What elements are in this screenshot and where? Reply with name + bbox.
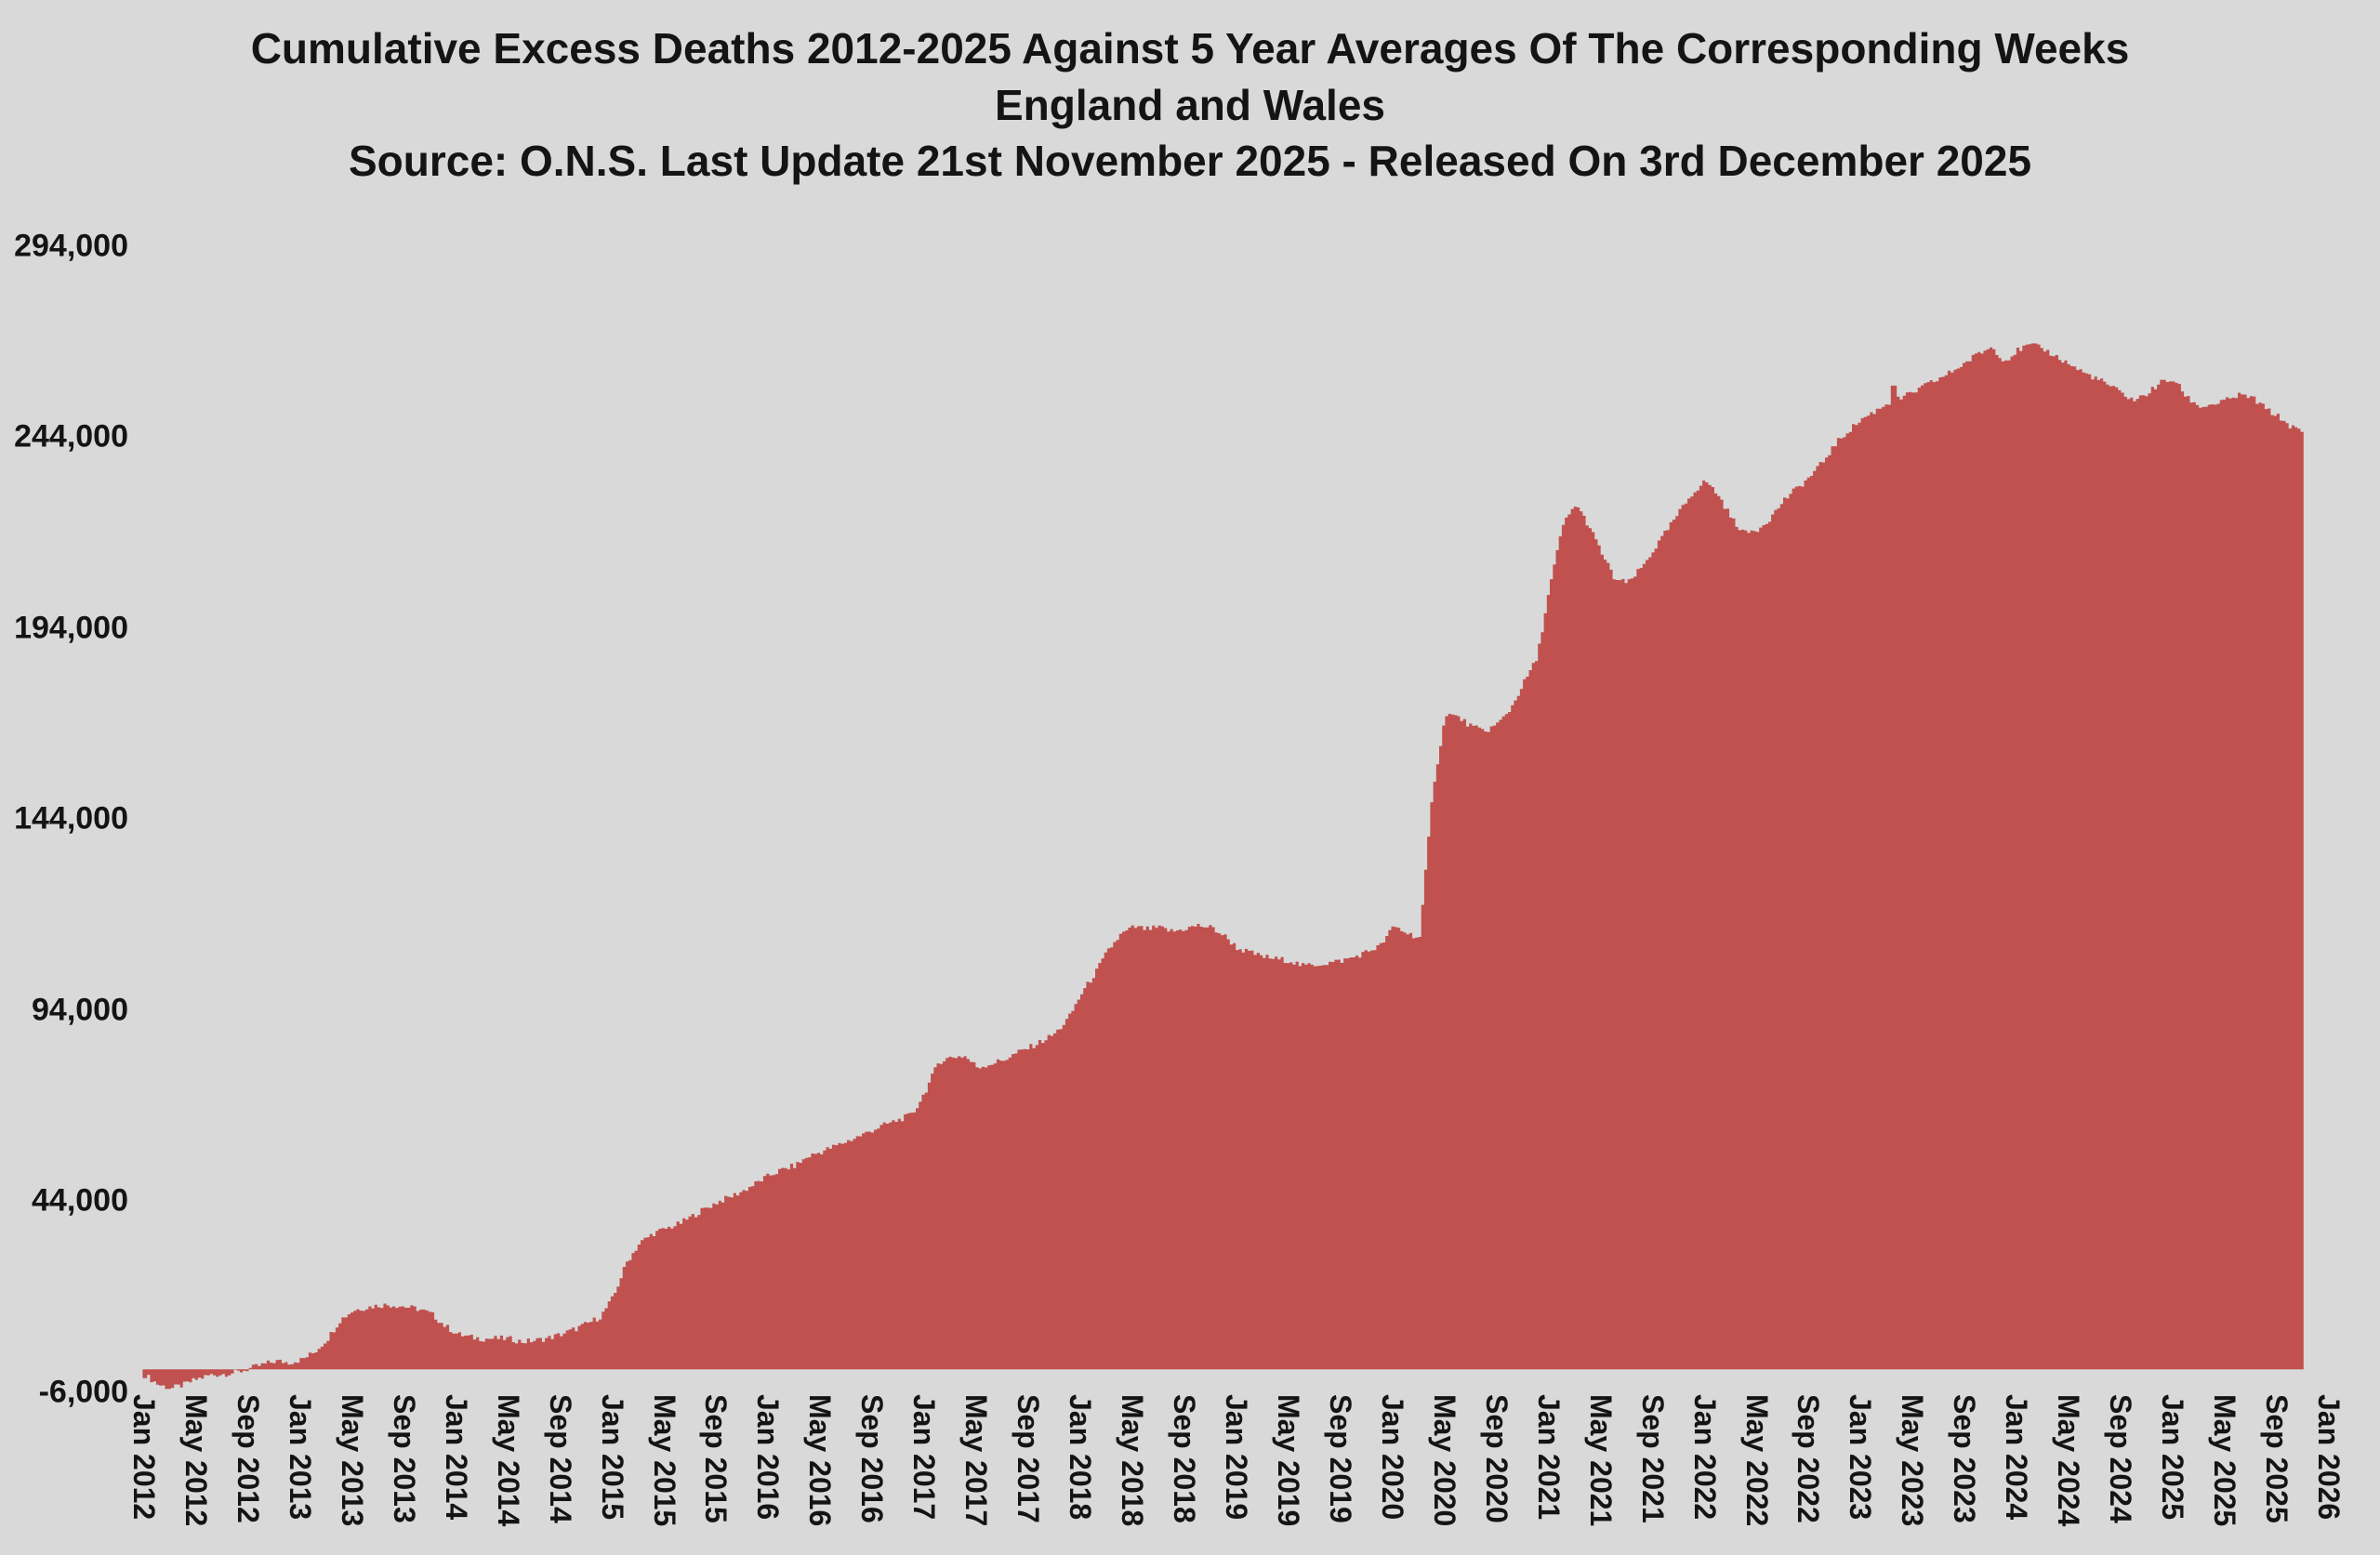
chart-title-block: Cumulative Excess Deaths 2012-2025 Again… (0, 20, 2380, 190)
y-tick-label: 94,000 (32, 992, 128, 1028)
x-tick-label: May 2025 (2208, 1394, 2242, 1527)
x-tick-label: Jan 2015 (595, 1394, 629, 1521)
y-tick-label: 244,000 (14, 418, 128, 455)
x-tick-label: Jan 2023 (1844, 1394, 1878, 1521)
x-tick-label: Jan 2025 (2156, 1394, 2190, 1521)
x-tick-label: Sep 2015 (699, 1394, 734, 1523)
y-tick-label: 194,000 (14, 610, 128, 646)
x-tick-label: Jan 2022 (1687, 1394, 1722, 1521)
x-tick-label: Sep 2021 (1635, 1394, 1670, 1523)
x-tick-label: Sep 2012 (231, 1394, 265, 1523)
x-tick-label: Sep 2017 (1012, 1394, 1046, 1523)
x-tick-label: Jan 2018 (1064, 1394, 1098, 1521)
x-tick-label: Jan 2020 (1375, 1394, 1409, 1521)
x-tick-label: Jan 2014 (439, 1394, 473, 1521)
y-tick-label: 294,000 (14, 228, 128, 264)
x-tick-label: Sep 2014 (543, 1394, 577, 1523)
x-tick-label: Sep 2016 (855, 1394, 890, 1523)
x-tick-label: Jan 2024 (2000, 1394, 2034, 1521)
x-tick-label: May 2012 (178, 1394, 213, 1527)
x-tick-label: Jan 2016 (751, 1394, 786, 1521)
x-tick-label: Sep 2023 (1948, 1394, 1982, 1523)
chart-subtitle: England and Wales (994, 80, 1386, 129)
x-tick-label: May 2019 (1271, 1394, 1305, 1527)
area-series-path (142, 343, 2304, 1390)
x-tick-label: Jan 2017 (907, 1394, 942, 1521)
x-tick-label: May 2014 (491, 1394, 525, 1527)
x-tick-label: Sep 2020 (1479, 1394, 1514, 1523)
x-tick-label: May 2020 (1427, 1394, 1461, 1527)
x-tick-label: May 2024 (2052, 1394, 2086, 1527)
x-tick-label: Sep 2022 (1792, 1394, 1826, 1523)
x-tick-label: Sep 2018 (1168, 1394, 1202, 1523)
x-tick-label: May 2016 (803, 1394, 838, 1527)
x-tick-label: May 2015 (647, 1394, 681, 1527)
x-tick-label: Jan 2026 (2311, 1394, 2346, 1521)
x-tick-label: Jan 2013 (283, 1394, 317, 1521)
x-tick-label: May 2022 (1739, 1394, 1774, 1527)
x-tick-label: May 2018 (1116, 1394, 1150, 1527)
chart-title: Cumulative Excess Deaths 2012-2025 Again… (250, 24, 2130, 72)
x-tick-label: May 2013 (335, 1394, 369, 1527)
y-tick-label: 144,000 (14, 800, 128, 837)
x-tick-label: Sep 2024 (2104, 1394, 2138, 1523)
x-tick-label: May 2017 (959, 1394, 994, 1527)
x-tick-label: May 2021 (1583, 1394, 1618, 1527)
x-tick-label: Sep 2019 (1323, 1394, 1357, 1523)
chart-source-note: Source: O.N.S. Last Update 21st November… (348, 137, 2032, 186)
x-tick-label: May 2023 (1896, 1394, 1930, 1527)
x-tick-label: Sep 2013 (387, 1394, 421, 1523)
y-tick-label: 44,000 (32, 1182, 128, 1219)
x-tick-label: Jan 2012 (127, 1394, 161, 1521)
x-tick-label: Jan 2021 (1531, 1394, 1566, 1521)
y-tick-label: -6,000 (38, 1374, 128, 1410)
x-tick-label: Jan 2019 (1219, 1394, 1253, 1521)
x-tick-label: Sep 2025 (2260, 1394, 2294, 1523)
